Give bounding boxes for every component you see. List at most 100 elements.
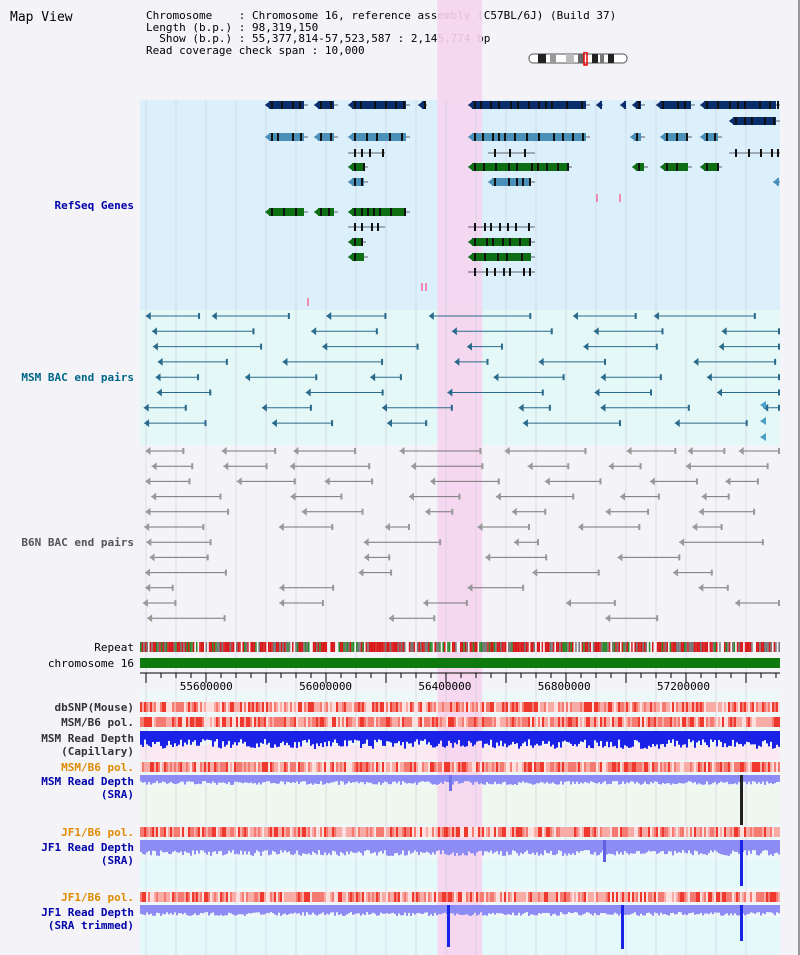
repeat-element <box>551 642 553 652</box>
jf1-b6-polymorphism <box>632 827 634 837</box>
msm-b6-polymorphism <box>298 717 300 727</box>
msm-b6-polymorphism <box>510 717 512 727</box>
msm-sra-depth <box>360 775 362 782</box>
msm-b6-polymorphism <box>262 717 264 727</box>
msm-capillary-depth <box>360 731 362 748</box>
chromosome-ideogram[interactable] <box>528 52 630 66</box>
msm-b6-polymorphism <box>440 762 442 772</box>
msm-sra-depth <box>580 775 582 783</box>
msm-b6-polymorphism <box>766 717 768 727</box>
msm-sra-depth <box>326 775 328 783</box>
repeat-element <box>384 642 387 652</box>
jf1-trimmed-depth <box>694 905 696 915</box>
repeat-element <box>567 642 569 652</box>
repeat-element <box>490 642 492 652</box>
dbsnp-density <box>388 702 390 712</box>
jf1-trimmed-depth <box>178 905 180 914</box>
msm-capillary-depth <box>150 731 152 748</box>
msm-b6-polymorphism <box>660 762 662 772</box>
msm-capillary-depth <box>158 731 160 742</box>
dbsnp-density <box>638 702 640 712</box>
jf1-sra-depth <box>494 840 496 853</box>
msm-capillary-depth <box>310 731 312 746</box>
repeat-element <box>503 642 505 652</box>
msm-b6-polymorphism <box>594 762 596 772</box>
jf1-sra-depth <box>318 840 320 851</box>
msm-capillary-depth <box>666 731 668 744</box>
msm-b6-polymorphism <box>266 762 268 772</box>
jf1-trimmed-depth <box>240 905 242 915</box>
msm-capillary-depth <box>298 731 300 743</box>
jf1-b6-polymorphism <box>500 892 502 902</box>
msm-b6-polymorphism <box>712 762 714 772</box>
msm-capillary-depth <box>714 731 716 741</box>
msm-b6-polymorphism <box>540 762 542 772</box>
msm-b6-polymorphism <box>376 762 378 772</box>
jf1-sra-depth <box>244 840 246 852</box>
jf1-b6-polymorphism <box>622 827 624 837</box>
dbsnp-density <box>466 702 468 712</box>
repeat-element <box>292 642 294 652</box>
gene-strand-arrow <box>348 178 353 186</box>
msm-b6-polymorphism <box>566 717 568 727</box>
gene-exon-tick <box>379 208 381 216</box>
msm-b6-polymorphism <box>542 717 544 727</box>
msm-capillary-depth <box>640 731 642 749</box>
jf1-trimmed-depth <box>596 905 598 915</box>
jf1-sra-depth <box>164 840 166 853</box>
repeat-element <box>245 642 248 652</box>
msm-b6-polymorphism <box>778 717 780 727</box>
jf1-b6-polymorphism <box>432 892 434 902</box>
msm-sra-depth <box>408 775 410 783</box>
dbsnp-density <box>400 702 402 712</box>
jf1-b6-polymorphism <box>354 892 356 902</box>
dbsnp-density <box>212 702 214 712</box>
dbsnp-density <box>552 702 554 712</box>
b6n-bac-end <box>477 523 483 531</box>
jf1-trimmed-depth <box>270 905 272 913</box>
msm-b6-polymorphism <box>334 762 336 772</box>
jf1-trimmed-depth <box>142 905 144 915</box>
msm-b6-polymorphism <box>348 717 350 727</box>
msm-b6-polymorphism <box>654 762 656 772</box>
msm-sra-depth <box>234 775 236 782</box>
jf1-sra-depth-peak <box>603 840 606 862</box>
repeat-element <box>415 642 417 652</box>
msm-capillary-depth <box>536 731 538 744</box>
jf1-b6-polymorphism <box>152 827 154 837</box>
dbsnp-density <box>352 702 354 712</box>
jf1-sra-depth <box>352 840 354 853</box>
msm-bac-end <box>493 373 499 382</box>
length-value: 98,319,150 <box>251 20 319 34</box>
repeat-element <box>365 642 368 652</box>
jf1-b6-polymorphism <box>548 827 550 837</box>
msm-sra-depth <box>508 775 510 785</box>
jf1-sra-depth <box>388 840 390 856</box>
msm-capillary-depth <box>544 731 546 744</box>
jf1-b6-polymorphism <box>506 892 508 902</box>
msm-sra-depth <box>646 775 648 785</box>
msm-bac-end <box>721 327 727 336</box>
jf1-sra-depth <box>254 840 256 854</box>
jf1-b6-polymorphism <box>750 827 752 837</box>
msm-capillary-depth <box>480 731 482 741</box>
msm-capillary-depth <box>606 731 608 742</box>
jf1-trimmed-depth <box>378 905 380 916</box>
gene-exon-tick <box>502 238 504 246</box>
jf1-trimmed-depth <box>598 905 600 916</box>
msm-b6-polymorphism <box>210 762 212 772</box>
jf1-b6-polymorphism <box>496 892 498 902</box>
repeat-element <box>530 642 532 652</box>
repeat-element <box>224 642 227 652</box>
jf1-b6-polymorphism <box>690 827 692 837</box>
msm-capillary-depth <box>740 731 742 745</box>
jf1-b6-polymorphism <box>270 827 272 837</box>
jf1-b6-polymorphism <box>202 827 204 837</box>
jf1-sra-depth <box>478 840 480 852</box>
msm-capillary-depth <box>660 731 662 745</box>
dbsnp-density <box>316 702 318 712</box>
msm-bac-end <box>282 357 288 366</box>
msm-sra-depth <box>514 775 516 785</box>
msm-bac-end <box>311 327 317 336</box>
